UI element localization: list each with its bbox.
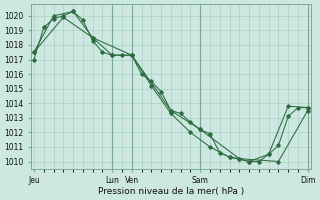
X-axis label: Pression niveau de la mer( hPa ): Pression niveau de la mer( hPa )	[98, 187, 244, 196]
